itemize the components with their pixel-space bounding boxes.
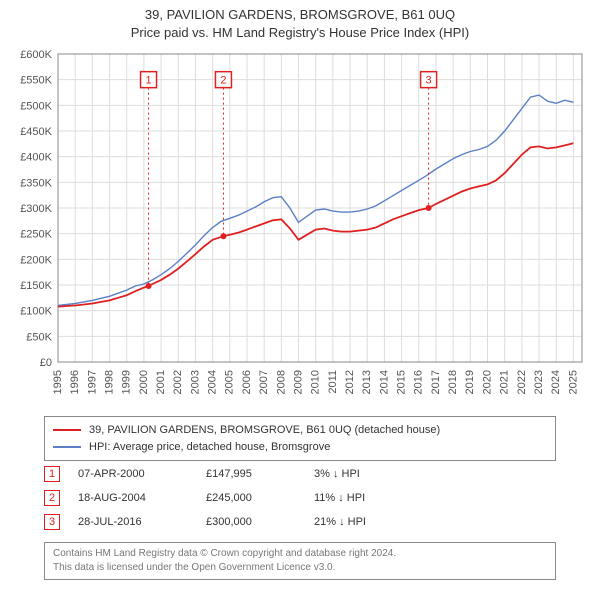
svg-text:2008: 2008 bbox=[275, 370, 287, 394]
svg-text:2010: 2010 bbox=[310, 370, 322, 394]
svg-text:2018: 2018 bbox=[447, 370, 459, 394]
marker-icon: 3 bbox=[44, 514, 60, 530]
marker-icon: 1 bbox=[44, 466, 60, 482]
svg-text:£450K: £450K bbox=[20, 126, 52, 138]
table-row: 2 18-AUG-2004 £245,000 11% ↓ HPI bbox=[44, 486, 556, 510]
tx-date: 18-AUG-2004 bbox=[78, 492, 188, 504]
svg-text:£50K: £50K bbox=[26, 331, 52, 343]
svg-text:£250K: £250K bbox=[20, 229, 52, 241]
svg-text:1998: 1998 bbox=[103, 370, 115, 394]
svg-text:2013: 2013 bbox=[361, 370, 373, 394]
svg-text:£300K: £300K bbox=[20, 203, 52, 215]
svg-text:2000: 2000 bbox=[138, 370, 150, 394]
svg-text:2011: 2011 bbox=[327, 370, 339, 394]
svg-text:2004: 2004 bbox=[207, 370, 219, 394]
svg-text:£150K: £150K bbox=[20, 280, 52, 292]
line-chart-svg: £0 £50K £100K £150K £200K £250K £300K £350K £400… bbox=[10, 48, 590, 408]
title-line2: Price paid vs. HM Land Registry's House … bbox=[0, 24, 600, 42]
svg-text:2009: 2009 bbox=[292, 370, 304, 394]
svg-text:2015: 2015 bbox=[396, 370, 408, 394]
svg-text:2003: 2003 bbox=[189, 370, 201, 394]
tx-price: £245,000 bbox=[206, 492, 296, 504]
svg-text:2019: 2019 bbox=[464, 370, 476, 394]
svg-text:1997: 1997 bbox=[86, 370, 98, 394]
tx-price: £300,000 bbox=[206, 516, 296, 528]
svg-text:1996: 1996 bbox=[69, 370, 81, 394]
svg-text:2005: 2005 bbox=[224, 370, 236, 394]
legend-swatch-hpi bbox=[53, 446, 81, 448]
svg-text:2016: 2016 bbox=[413, 370, 425, 394]
svg-text:£500K: £500K bbox=[20, 100, 52, 112]
tx-price: £147,995 bbox=[206, 468, 296, 480]
svg-text:£100K: £100K bbox=[20, 306, 52, 318]
footer-line2: This data is licensed under the Open Gov… bbox=[53, 561, 547, 575]
legend-row-price-paid: 39, PAVILION GARDENS, BROMSGROVE, B61 0U… bbox=[53, 422, 547, 439]
svg-text:3: 3 bbox=[426, 75, 432, 87]
legend: 39, PAVILION GARDENS, BROMSGROVE, B61 0U… bbox=[44, 416, 556, 461]
tx-diff: 3% ↓ HPI bbox=[314, 468, 434, 480]
tx-date: 28-JUL-2016 bbox=[78, 516, 188, 528]
svg-text:£0: £0 bbox=[40, 357, 52, 369]
svg-text:2006: 2006 bbox=[241, 370, 253, 394]
svg-text:2012: 2012 bbox=[344, 370, 356, 394]
svg-text:£350K: £350K bbox=[20, 177, 52, 189]
svg-text:1999: 1999 bbox=[121, 370, 133, 394]
svg-text:2014: 2014 bbox=[378, 370, 390, 394]
svg-text:1995: 1995 bbox=[52, 370, 64, 394]
svg-text:2025: 2025 bbox=[567, 370, 579, 394]
attribution-footer: Contains HM Land Registry data © Crown c… bbox=[44, 542, 556, 580]
svg-text:2024: 2024 bbox=[550, 370, 562, 394]
tx-diff: 21% ↓ HPI bbox=[314, 516, 434, 528]
legend-row-hpi: HPI: Average price, detached house, Brom… bbox=[53, 439, 547, 456]
svg-text:2007: 2007 bbox=[258, 370, 270, 394]
chart-container: 39, PAVILION GARDENS, BROMSGROVE, B61 0U… bbox=[0, 0, 600, 590]
svg-text:2017: 2017 bbox=[430, 370, 442, 394]
svg-text:£400K: £400K bbox=[20, 152, 52, 164]
title-block: 39, PAVILION GARDENS, BROMSGROVE, B61 0U… bbox=[0, 0, 600, 42]
title-line1: 39, PAVILION GARDENS, BROMSGROVE, B61 0U… bbox=[0, 6, 600, 24]
svg-text:£200K: £200K bbox=[20, 254, 52, 266]
table-row: 1 07-APR-2000 £147,995 3% ↓ HPI bbox=[44, 462, 556, 486]
svg-text:2021: 2021 bbox=[499, 370, 511, 394]
chart-area: £0 £50K £100K £150K £200K £250K £300K £350K £400… bbox=[10, 48, 590, 408]
svg-text:2001: 2001 bbox=[155, 370, 167, 394]
table-row: 3 28-JUL-2016 £300,000 21% ↓ HPI bbox=[44, 510, 556, 534]
legend-label-hpi: HPI: Average price, detached house, Brom… bbox=[89, 439, 330, 456]
svg-text:£550K: £550K bbox=[20, 75, 52, 87]
tx-date: 07-APR-2000 bbox=[78, 468, 188, 480]
svg-text:2002: 2002 bbox=[172, 370, 184, 394]
legend-swatch-price-paid bbox=[53, 429, 81, 431]
marker-icon: 2 bbox=[44, 490, 60, 506]
tx-diff: 11% ↓ HPI bbox=[314, 492, 434, 504]
svg-text:2023: 2023 bbox=[533, 370, 545, 394]
svg-text:2022: 2022 bbox=[516, 370, 528, 394]
legend-label-price-paid: 39, PAVILION GARDENS, BROMSGROVE, B61 0U… bbox=[89, 422, 440, 439]
svg-text:2020: 2020 bbox=[481, 370, 493, 394]
footer-line1: Contains HM Land Registry data © Crown c… bbox=[53, 547, 547, 561]
svg-text:£600K: £600K bbox=[20, 49, 52, 61]
transaction-table: 1 07-APR-2000 £147,995 3% ↓ HPI 2 18-AUG… bbox=[44, 462, 556, 534]
svg-text:1: 1 bbox=[145, 75, 151, 87]
svg-text:2: 2 bbox=[220, 75, 226, 87]
